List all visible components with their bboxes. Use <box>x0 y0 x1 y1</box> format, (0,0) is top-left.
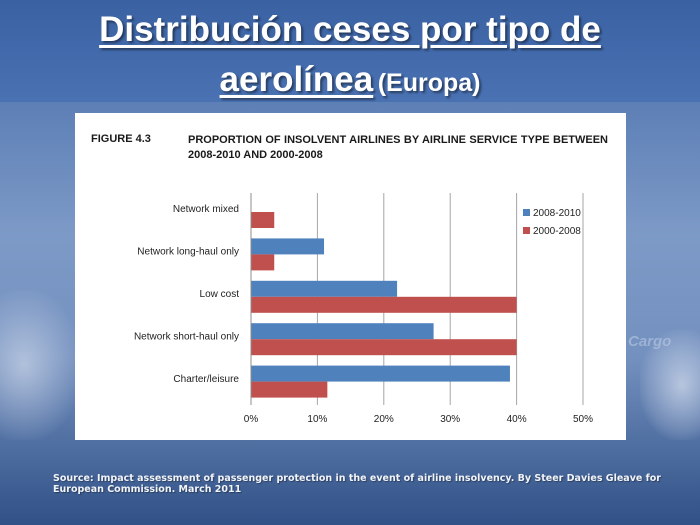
slide-title: Distribución ceses por tipo de aerolínea… <box>0 8 700 108</box>
x-tick-label: 0% <box>244 414 259 425</box>
legend-label: 2000-2008 <box>533 226 581 237</box>
bar-2000-2008 <box>251 212 275 228</box>
bar-2008-2010 <box>251 323 434 340</box>
background-cargo-text: Cargo <box>628 333 672 350</box>
category-label: Charter/leisure <box>173 374 239 385</box>
x-tick-label: 50% <box>573 414 593 425</box>
bar-2000-2008 <box>251 254 275 271</box>
x-tick-label: 20% <box>374 414 394 425</box>
category-label: Low cost <box>200 289 240 300</box>
bar-chart: 0% 10% 20% 30% 40% 50% Network mixed Network lo… <box>134 193 593 425</box>
bar-2008-2010 <box>251 365 510 382</box>
bar-2000-2008 <box>251 381 328 398</box>
bar-2000-2008 <box>251 339 517 356</box>
title-line-2: aerolínea <box>219 60 374 99</box>
background-aircraft-right <box>640 330 700 440</box>
bar-2008-2010 <box>251 238 325 255</box>
category-label: Network long-haul only <box>137 247 239 258</box>
legend-label: 2008-2010 <box>533 208 581 219</box>
chart-panel: FIGURE 4.3 PROPORTION OF INSOLVENT AIRLI… <box>75 113 626 440</box>
category-label: Network mixed <box>173 204 239 215</box>
bar-2008-2010 <box>251 280 398 297</box>
title-region: (Europa) <box>377 69 481 97</box>
background-aircraft-left <box>0 290 80 440</box>
legend-swatch <box>523 227 530 234</box>
figure-title: PROPORTION OF INSOLVENT AIRLINES BY AIRL… <box>188 134 608 161</box>
x-tick-label: 40% <box>507 414 527 425</box>
title-line-1: Distribución ceses por tipo de <box>99 10 601 49</box>
source-note: Source: Impact assessment of passenger p… <box>53 473 661 495</box>
x-tick-label: 10% <box>307 414 327 425</box>
figure-label: FIGURE 4.3 <box>91 133 151 145</box>
category-label: Network short-haul only <box>134 331 239 342</box>
legend-swatch <box>523 209 530 216</box>
title-band <box>0 0 700 102</box>
bar-2000-2008 <box>251 296 517 313</box>
x-tick-label: 30% <box>440 414 460 425</box>
